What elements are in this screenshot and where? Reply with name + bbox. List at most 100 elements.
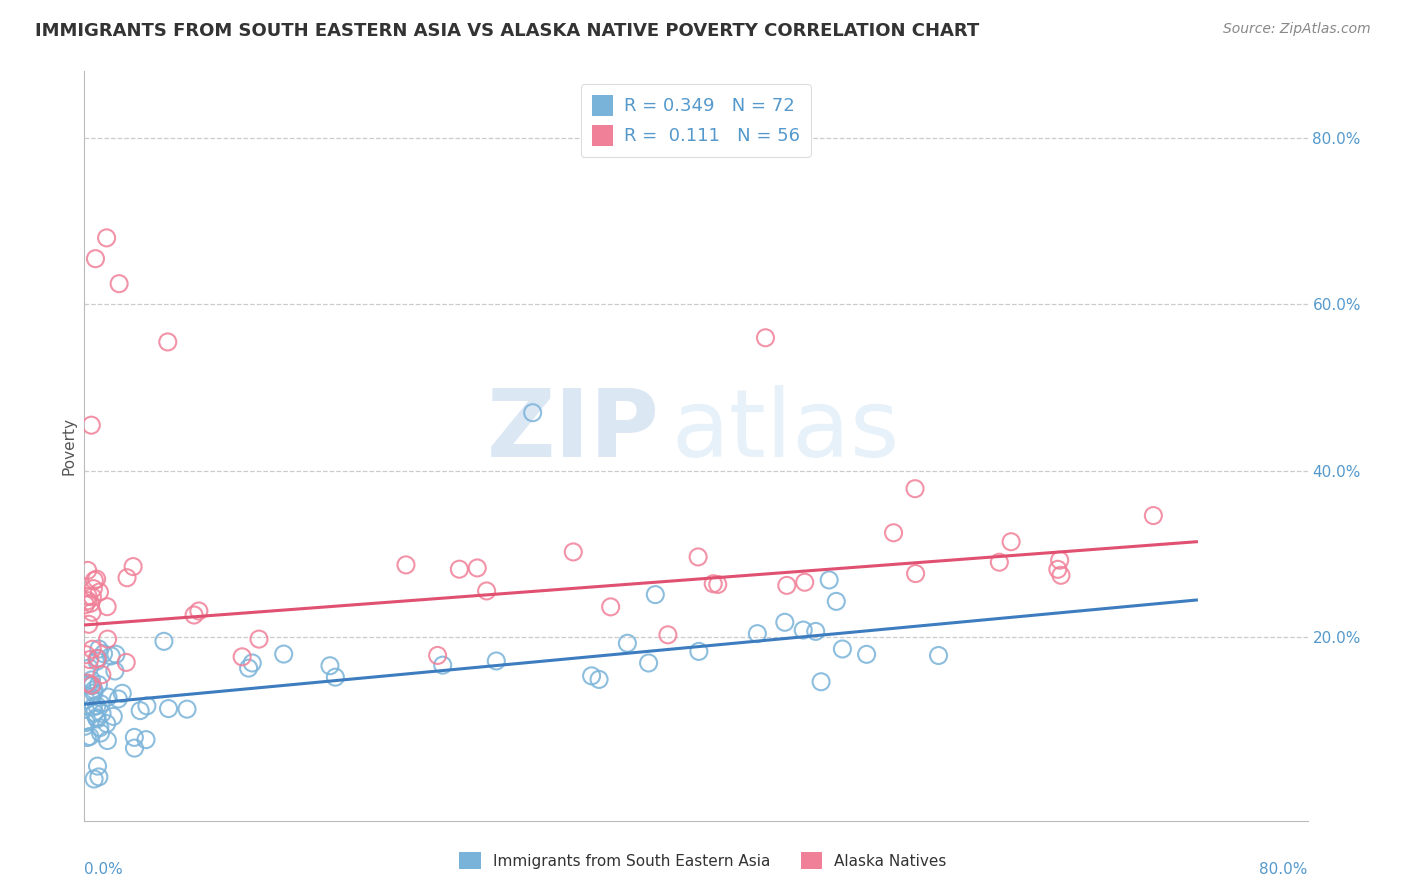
Point (82, 582, 104, 596)
Text: atlas: atlas (672, 385, 900, 477)
Point (96, 599, 118, 614)
Point (75, 715, 97, 730)
Point (247, 632, 270, 646)
Point (77, 589, 100, 603)
Point (904, 566, 927, 581)
Point (122, 559, 145, 574)
Point (273, 647, 295, 661)
Point (115, 571, 138, 585)
Text: 0.0%: 0.0% (84, 862, 124, 877)
Point (825, 594, 848, 608)
Point (644, 588, 666, 602)
Point (702, 576, 724, 591)
Point (100, 648, 122, 663)
Point (87, 651, 110, 665)
Point (77, 677, 100, 691)
Point (810, 674, 832, 689)
Point (97, 690, 120, 705)
Point (904, 482, 927, 496)
Point (475, 584, 498, 599)
Point (240, 656, 263, 670)
Point (76, 676, 98, 690)
Point (1050, 568, 1073, 582)
Point (77, 593, 100, 607)
Text: Source: ZipAtlas.com: Source: ZipAtlas.com (1223, 22, 1371, 37)
Point (83, 706, 105, 721)
Point (562, 545, 585, 559)
Point (187, 604, 209, 618)
Point (637, 656, 659, 670)
Point (90, 667, 112, 681)
Point (80, 673, 103, 687)
Point (104, 664, 127, 678)
Point (238, 661, 260, 675)
Point (176, 702, 198, 716)
Point (818, 573, 841, 587)
Point (75, 598, 97, 612)
Point (111, 686, 134, 700)
Point (87, 677, 110, 691)
Point (76, 731, 98, 745)
Point (657, 628, 679, 642)
Point (86, 572, 108, 586)
Point (319, 658, 342, 673)
Point (75, 648, 97, 662)
Point (80, 678, 103, 692)
Point (426, 648, 449, 663)
Point (76, 563, 98, 577)
Point (80, 678, 103, 692)
Point (96, 716, 118, 731)
Point (855, 648, 877, 662)
Point (432, 658, 454, 673)
Point (83, 683, 105, 698)
Point (1046, 562, 1069, 576)
Point (75, 693, 97, 707)
Point (883, 525, 905, 540)
Point (89, 585, 111, 599)
Point (747, 626, 769, 640)
Point (91, 706, 114, 721)
Point (108, 277, 131, 291)
Point (156, 334, 179, 349)
Text: 80.0%: 80.0% (1260, 862, 1308, 877)
Point (231, 649, 253, 664)
Point (688, 644, 710, 658)
Point (75, 677, 97, 691)
Point (83, 686, 105, 700)
Point (107, 692, 129, 706)
Point (82, 699, 104, 714)
Point (157, 701, 180, 715)
Point (93, 647, 115, 661)
Point (465, 561, 488, 575)
Y-axis label: Poverty: Poverty (60, 417, 76, 475)
Point (82, 590, 104, 604)
Point (135, 698, 157, 713)
Point (90, 697, 112, 711)
Point (522, 406, 544, 420)
Point (87, 642, 110, 657)
Point (773, 615, 796, 630)
Point (86, 698, 108, 713)
Point (485, 654, 508, 668)
Point (325, 670, 347, 684)
Point (96, 231, 118, 245)
Point (80, 596, 103, 610)
Point (115, 656, 138, 670)
Point (707, 577, 730, 591)
Point (84, 252, 107, 266)
Point (86, 651, 108, 665)
Point (83, 574, 105, 588)
Point (183, 607, 205, 622)
Point (103, 709, 125, 723)
Point (129, 704, 152, 718)
Point (80, 418, 103, 433)
Point (86, 654, 108, 668)
Point (616, 636, 638, 650)
Point (80, 605, 103, 619)
Point (77, 617, 100, 632)
Point (86, 759, 108, 773)
Point (86, 711, 108, 725)
Point (449, 562, 471, 576)
Point (96, 733, 118, 747)
Point (588, 673, 610, 687)
